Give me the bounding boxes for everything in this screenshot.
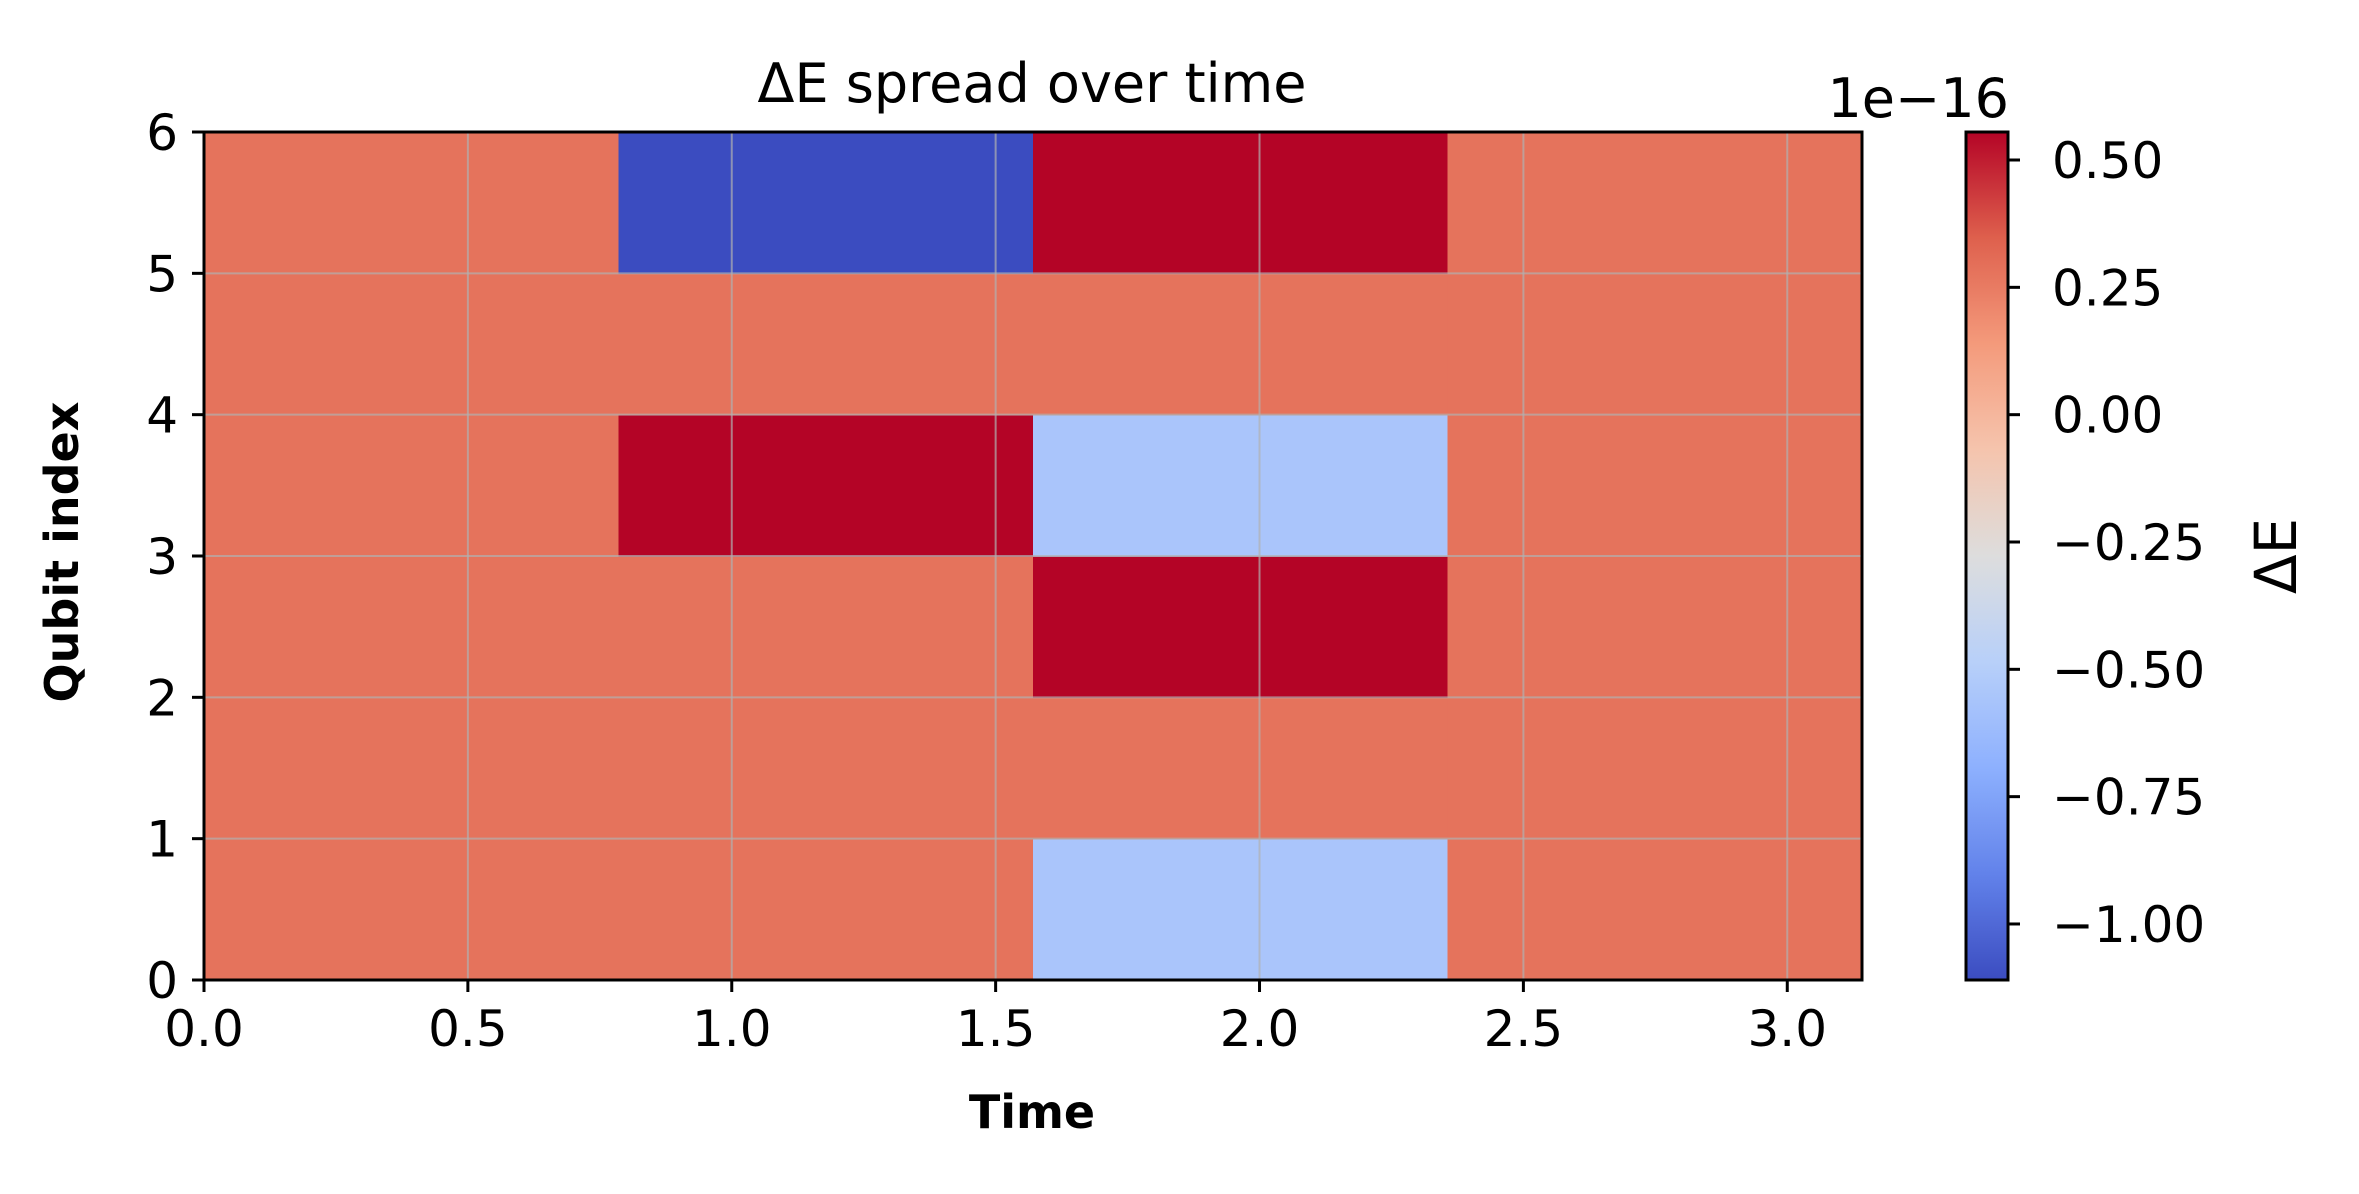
- heatmap-cell: [1033, 697, 1449, 840]
- y-tick-label: 5: [146, 245, 178, 303]
- heatmap-cell: [1447, 273, 1863, 416]
- y-axis-label: Qubit index: [35, 402, 89, 703]
- colorbar-tick-label: −1.00: [2052, 896, 2205, 954]
- heatmap-cell: [618, 697, 1034, 840]
- y-tick-label: 2: [146, 669, 178, 727]
- heatmap-cell: [204, 556, 620, 698]
- colorbar-tick-label: −0.25: [2052, 514, 2205, 572]
- heatmap-cell: [1033, 414, 1449, 557]
- colorbar: [1964, 130, 2010, 982]
- heatmap-cell: [618, 838, 1034, 981]
- heatmap-cell: [618, 273, 1034, 416]
- colorbar-ticks: 0.50 0.25 0.00 −0.25 −0.50 −0.75 −1.00: [2008, 132, 2205, 954]
- colorbar-tick-label: −0.50: [2052, 641, 2205, 699]
- heatmap-cell: [1033, 132, 1449, 274]
- y-tick-label: 4: [146, 387, 178, 445]
- colorbar-label: ΔE: [2242, 518, 2310, 594]
- heatmap-cell: [1033, 838, 1449, 981]
- y-tick-label: 3: [146, 528, 178, 586]
- colorbar-tick-label: 0.25: [2052, 259, 2163, 317]
- heatmap-cell: [618, 414, 1034, 557]
- x-tick-label: 2.0: [1220, 1000, 1300, 1058]
- heatmap-cell: [1447, 697, 1863, 840]
- colorbar-tick-label: −0.75: [2052, 769, 2205, 827]
- colorbar-tick-label: 0.50: [2052, 132, 2163, 190]
- x-tick-label: 3.0: [1748, 1000, 1828, 1058]
- y-axis-ticks: 0 1 2 3 4 5 6: [146, 104, 204, 1010]
- x-tick-label: 0.5: [428, 1000, 508, 1058]
- y-tick-label: 0: [146, 952, 178, 1010]
- heatmap-cell: [1447, 556, 1863, 698]
- colorbar-offset-text: 1e−16: [1827, 67, 2009, 130]
- x-tick-label: 1.0: [692, 1000, 772, 1058]
- heatmap-cell: [1447, 132, 1863, 274]
- heatmap-cell: [204, 414, 620, 557]
- heatmap-cell: [1033, 273, 1449, 416]
- heatmap-cell: [204, 838, 620, 981]
- heatmap-cell: [1447, 838, 1863, 981]
- y-tick-label: 1: [146, 811, 178, 869]
- x-axis-label: Time: [969, 1085, 1095, 1139]
- heatmap-cell: [1447, 414, 1863, 557]
- heatmap-cell: [618, 556, 1034, 698]
- heatmap-cell: [204, 132, 620, 274]
- heatmap-cell: [1033, 556, 1449, 698]
- heatmap-cells: [204, 132, 1863, 981]
- x-tick-label: 2.5: [1484, 1000, 1564, 1058]
- y-tick-label: 6: [146, 104, 178, 162]
- x-tick-label: 1.5: [956, 1000, 1036, 1058]
- colorbar-tick-label: 0.00: [2052, 387, 2163, 445]
- heatmap-cell: [204, 697, 620, 840]
- x-tick-label: 0.0: [164, 1000, 244, 1058]
- x-axis-ticks: 0.0 0.5 1.0 1.5 2.0 2.5 3.0: [164, 980, 1827, 1058]
- heatmap-cell: [618, 132, 1034, 274]
- chart-title: ΔE spread over time: [758, 52, 1307, 115]
- heatmap-cell: [204, 273, 620, 416]
